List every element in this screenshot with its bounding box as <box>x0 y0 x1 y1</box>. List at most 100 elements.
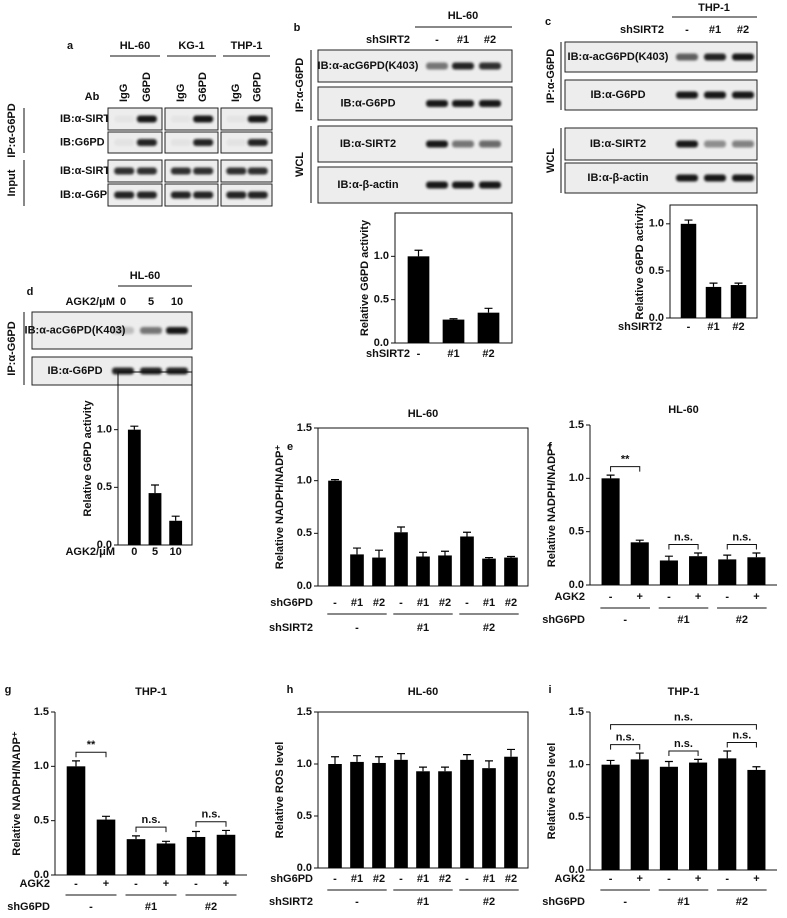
x-tick-label: + <box>637 591 643 603</box>
bar <box>730 285 747 318</box>
blot-strip <box>220 183 273 207</box>
significance-label: n.s. <box>202 809 221 821</box>
blot-band <box>140 367 162 375</box>
blot-band <box>247 139 268 146</box>
panel-label: g <box>5 684 12 696</box>
blot-band <box>676 91 698 99</box>
blot-band <box>193 191 214 199</box>
x-tick-label: - <box>399 597 403 609</box>
blot-band <box>226 167 247 175</box>
x-tick-label: #1 <box>483 873 495 885</box>
label: Ab <box>85 91 100 103</box>
blot-band <box>452 62 474 70</box>
y-tick-label: 1.0 <box>569 759 584 771</box>
error-bar <box>485 556 493 559</box>
blot-band <box>732 174 754 182</box>
error-bar <box>222 829 230 835</box>
error-bar <box>151 484 159 494</box>
bar <box>630 542 649 585</box>
x-tick-label: #2 <box>439 873 451 885</box>
row-label: IB:α-G6PD <box>47 365 102 377</box>
error-bar <box>419 551 427 557</box>
blot-band <box>426 100 448 107</box>
blot-band <box>112 327 134 334</box>
bar <box>186 836 206 875</box>
section-label: IP:α-G6PD <box>545 49 557 103</box>
x-tick-label: - <box>609 873 613 885</box>
blot-strip <box>220 131 273 154</box>
panel-label: f <box>548 441 552 453</box>
blot-band <box>136 115 157 123</box>
panel-label: c <box>545 16 551 28</box>
error-bar <box>709 282 718 287</box>
blot-band <box>170 167 191 175</box>
blot-strip <box>107 183 163 207</box>
x-row-name: shSIRT2 <box>618 321 662 333</box>
y-tick-label: 1.0 <box>374 250 389 262</box>
x-tick-label: #2 <box>505 873 517 885</box>
group-label: #1 <box>417 622 429 634</box>
error-bar <box>484 307 493 313</box>
significance-bracket <box>135 826 167 833</box>
bar <box>680 223 697 318</box>
error-bar <box>353 547 361 555</box>
blot-band <box>193 139 214 146</box>
error-bar <box>375 549 383 558</box>
y-tick-label: 0.5 <box>97 481 112 493</box>
error-bar <box>723 750 732 759</box>
bar <box>504 557 518 586</box>
x-row-name: AGK2/μM <box>65 546 115 558</box>
x-row-name: shG6PD <box>270 873 313 885</box>
lane-label: - <box>685 24 689 36</box>
blot-band <box>226 139 247 146</box>
error-bar <box>635 752 644 760</box>
group-label: #2 <box>736 896 748 908</box>
group-label: - <box>89 901 93 913</box>
blot-band <box>247 115 268 123</box>
section-label: Input <box>6 169 18 196</box>
bar <box>601 478 620 585</box>
bar <box>747 557 766 585</box>
blot-band <box>704 174 726 182</box>
row-label: IB:G6PD <box>60 136 105 148</box>
bar <box>438 555 452 586</box>
group-label: #2 <box>736 614 748 626</box>
x-tick-label: + <box>753 873 759 885</box>
section-label: WCL <box>294 152 306 177</box>
significance-label: ** <box>87 739 96 751</box>
bar <box>394 759 408 868</box>
blot-band <box>704 140 726 148</box>
blot-band <box>676 140 698 148</box>
x-tick-label: - <box>667 591 671 603</box>
x-tick-label: - <box>465 597 469 609</box>
significance-bracket <box>610 466 641 472</box>
bar <box>659 560 678 585</box>
bar <box>394 532 408 586</box>
y-tick-label: 0.0 <box>97 539 112 551</box>
significance-label: n.s. <box>616 732 635 744</box>
lane-label: #1 <box>457 34 469 46</box>
group-label: #1 <box>417 896 429 908</box>
error-bar <box>132 835 140 840</box>
blot-strip <box>164 159 219 183</box>
blot-strip <box>107 159 163 183</box>
x-tick-label: + <box>637 873 643 885</box>
panel-label: b <box>294 22 301 34</box>
error-bar <box>102 815 110 820</box>
x-row-name: shSIRT2 <box>366 348 410 360</box>
blot-band <box>479 100 501 107</box>
bar <box>718 559 737 585</box>
panel-label: e <box>287 441 293 453</box>
x-tick-label: - <box>725 591 729 603</box>
bar <box>407 256 430 343</box>
blot-band <box>193 167 214 175</box>
blot-strip <box>164 107 219 131</box>
bar <box>630 759 649 870</box>
group-label: - <box>355 896 359 908</box>
x-tick-label: #2 <box>373 873 385 885</box>
error-bar <box>664 555 673 561</box>
y-tick-label: 0.0 <box>569 864 584 876</box>
blot-strip <box>164 131 219 154</box>
x-tick-label: #2 <box>482 348 494 360</box>
y-tick-label: 1.0 <box>34 760 49 772</box>
